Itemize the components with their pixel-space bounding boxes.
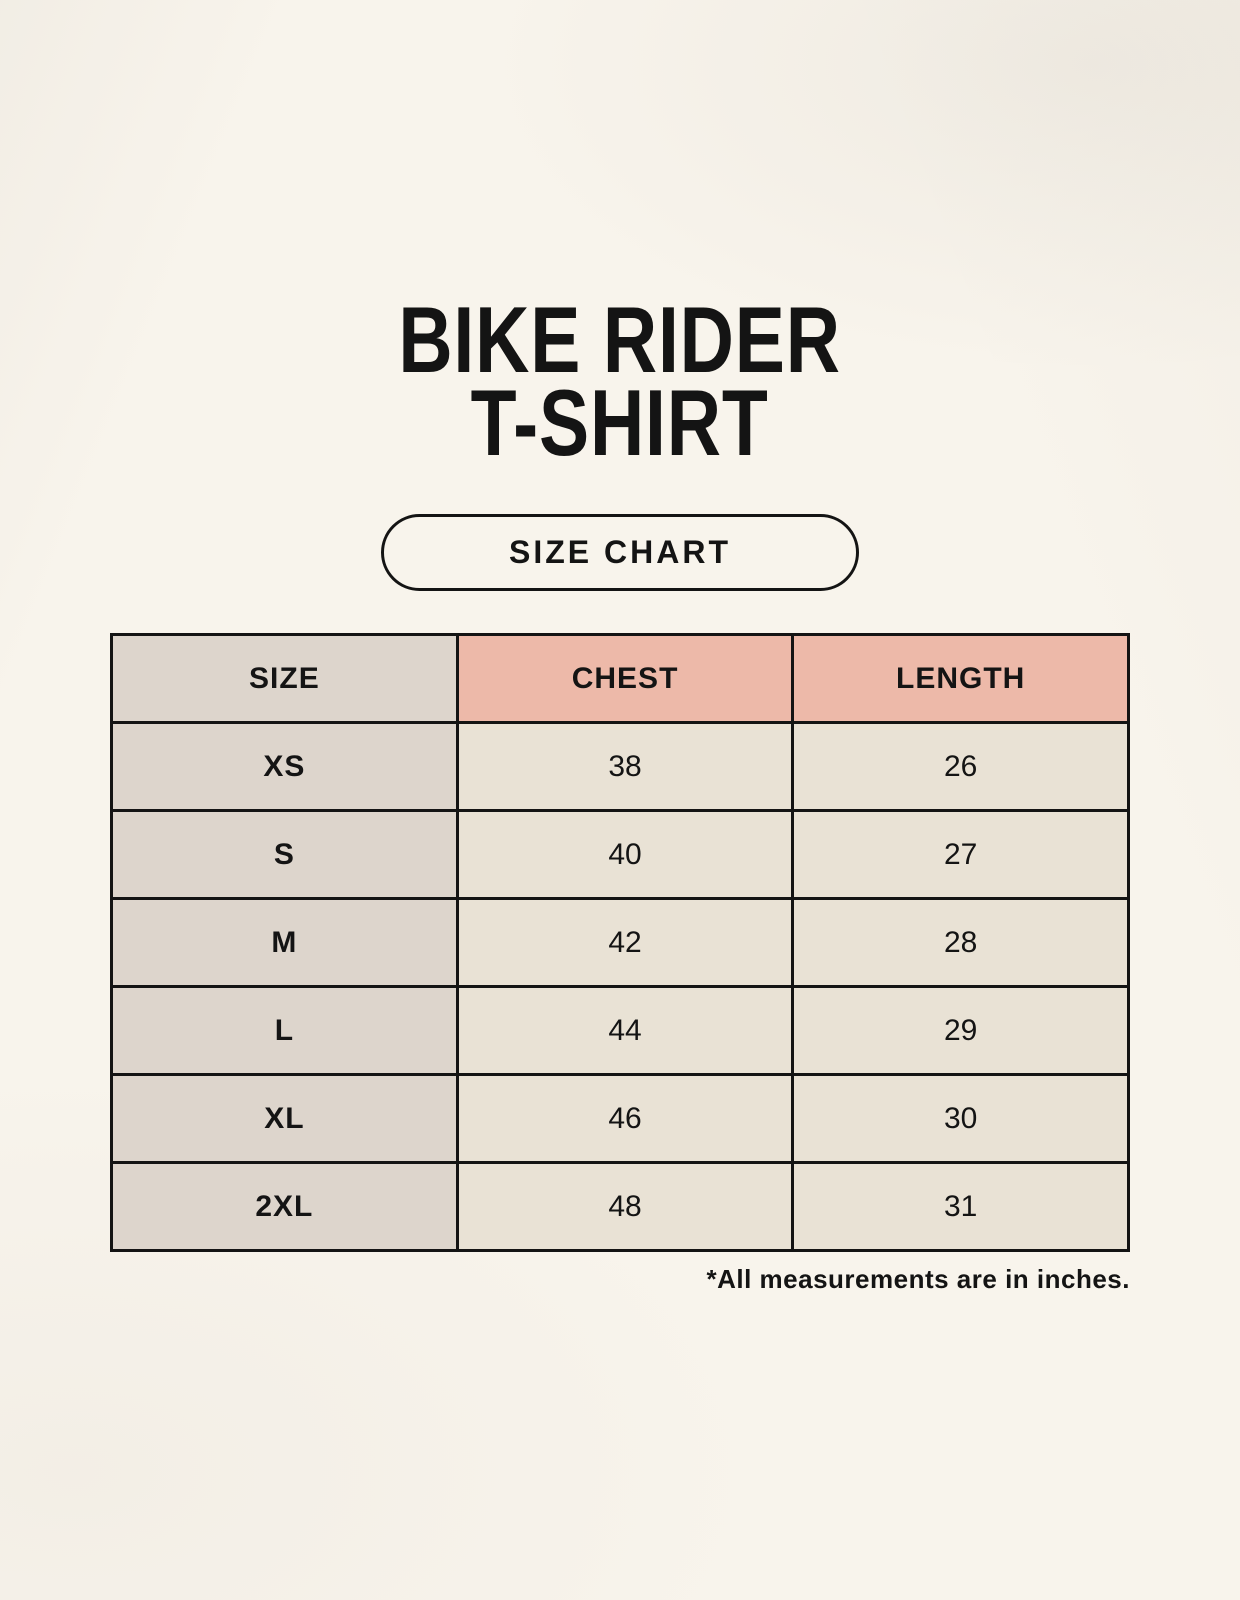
measurements-footnote: *All measurements are in inches. (706, 1264, 1130, 1294)
table-row: L 44 29 (110, 985, 1130, 1076)
size-label: L (110, 985, 459, 1076)
length-value: 29 (791, 985, 1130, 1076)
size-chart-table: SIZE CHEST LENGTH XS 38 26 S 40 27 M 42 … (110, 633, 1130, 1252)
size-label: XL (110, 1073, 459, 1164)
chest-value: 44 (455, 985, 795, 1076)
size-label: XS (110, 721, 459, 812)
chest-value: 42 (455, 897, 795, 988)
table-row: XS 38 26 (110, 721, 1130, 812)
size-label: S (110, 809, 459, 900)
length-value: 27 (791, 809, 1130, 900)
page-title-line2: T-SHIRT (470, 370, 770, 475)
chest-value: 46 (455, 1073, 795, 1164)
chest-value: 38 (455, 721, 795, 812)
size-label: M (110, 897, 459, 988)
table-row: XL 46 30 (110, 1073, 1130, 1164)
length-value: 30 (791, 1073, 1130, 1164)
size-chart-badge-label: SIZE CHART (509, 534, 731, 570)
length-value: 31 (791, 1161, 1130, 1252)
table-row: M 42 28 (110, 897, 1130, 988)
chest-value: 48 (455, 1161, 795, 1252)
chest-value: 40 (455, 809, 795, 900)
size-chart-badge: SIZE CHART (381, 514, 859, 591)
page-title: BIKE RIDER T-SHIRT (398, 287, 842, 475)
page-title-line1: BIKE RIDER (398, 287, 842, 392)
column-header-size: SIZE (110, 633, 459, 724)
length-value: 26 (791, 721, 1130, 812)
column-header-length: LENGTH (791, 633, 1130, 724)
column-header-chest: CHEST (455, 633, 795, 724)
length-value: 28 (791, 897, 1130, 988)
table-row: S 40 27 (110, 809, 1130, 900)
table-row: 2XL 48 31 (110, 1161, 1130, 1252)
table-header-row: SIZE CHEST LENGTH (110, 633, 1130, 724)
size-label: 2XL (110, 1161, 459, 1252)
